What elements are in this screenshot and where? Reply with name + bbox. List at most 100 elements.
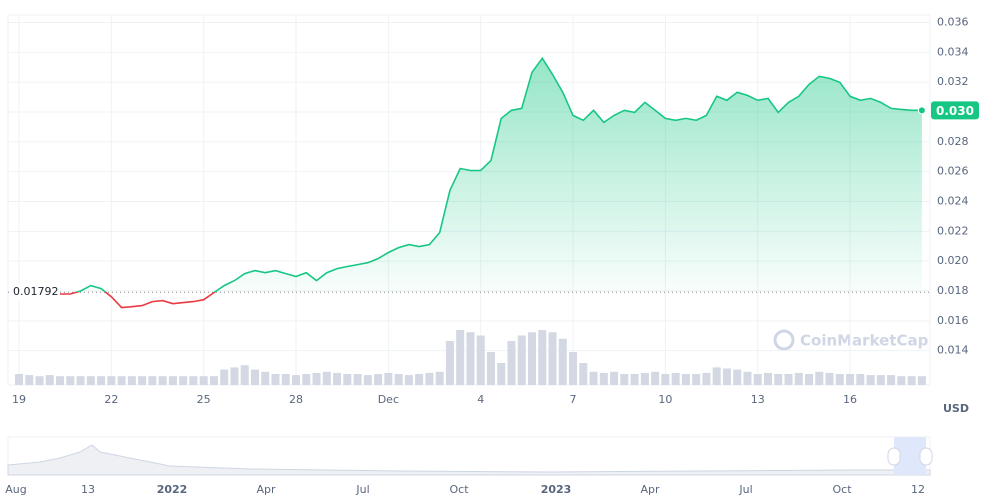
volume-bar <box>507 341 516 385</box>
navigator-label: 13 <box>81 483 95 496</box>
volume-bar <box>445 341 454 385</box>
volume-bar <box>86 376 95 385</box>
navigator-label: Jul <box>738 483 752 496</box>
volume-bar <box>292 375 301 385</box>
volume-bar <box>404 375 413 385</box>
navigator-label: Aug <box>5 483 26 496</box>
volume-bar <box>148 376 157 385</box>
y-tick-label: 0.026 <box>937 165 969 178</box>
volume-bar <box>835 374 844 385</box>
volume-bar <box>866 375 875 385</box>
volume-bar <box>681 374 690 385</box>
volume-bar <box>209 376 218 385</box>
volume-bar <box>753 374 762 385</box>
x-tick-label: Dec <box>378 393 399 406</box>
x-tick-label: 19 <box>12 393 26 406</box>
x-tick-label: 16 <box>843 393 857 406</box>
volume-bar <box>343 374 352 385</box>
volume-bar <box>45 375 54 385</box>
x-tick-label: 7 <box>570 393 577 406</box>
volume-bar <box>333 372 342 385</box>
volume-bar <box>97 376 106 385</box>
x-tick-label: 4 <box>477 393 484 406</box>
volume-bar <box>569 352 578 385</box>
volume-bar <box>794 372 803 385</box>
volume-bar <box>528 332 536 385</box>
volume-bar <box>579 363 588 385</box>
volume-bar <box>876 375 885 385</box>
volume-bar <box>917 376 926 385</box>
volume-bar <box>692 374 701 385</box>
x-tick-label: 10 <box>658 393 672 406</box>
volume-bar <box>250 369 259 385</box>
volume-bar <box>220 369 229 385</box>
y-tick-label: 0.014 <box>937 344 969 357</box>
volume-bar <box>230 367 239 385</box>
volume-bar <box>784 374 793 385</box>
volume-bar <box>630 374 639 385</box>
volume-bar <box>107 376 116 385</box>
volume-bar <box>435 371 444 385</box>
volume-bar <box>733 369 742 385</box>
volume-bar <box>117 376 126 385</box>
y-tick-label: 0.020 <box>937 254 969 267</box>
y-tick-label: 0.032 <box>937 75 969 88</box>
volume-bar <box>168 376 177 385</box>
volume-bar <box>599 372 608 385</box>
y-unit: USD <box>943 402 969 415</box>
volume-bar <box>805 374 814 385</box>
y-tick-label: 0.022 <box>937 224 969 237</box>
watermark-text: CoinMarketCap <box>800 332 929 350</box>
volume-bar <box>15 374 23 385</box>
volume-bar <box>538 330 547 385</box>
volume-bar <box>589 371 598 385</box>
volume-bar <box>353 374 362 385</box>
volume-bar <box>374 374 383 385</box>
volume-bar <box>517 335 526 385</box>
volume-bar <box>158 376 167 385</box>
volume-bar <box>466 332 475 385</box>
volume-bar <box>25 375 34 385</box>
volume-bar <box>261 371 270 385</box>
y-tick-label: 0.016 <box>937 314 969 327</box>
navigator-handle[interactable] <box>919 447 933 466</box>
volume-bar <box>846 374 855 385</box>
volume-bar <box>640 372 649 385</box>
navigator-label: 2022 <box>157 483 188 496</box>
price-badge <box>931 101 979 120</box>
volume-bar <box>907 376 916 385</box>
volume-bar <box>384 372 393 385</box>
volume-bar <box>825 372 834 385</box>
volume-bar <box>35 376 44 385</box>
x-tick-label: 22 <box>104 393 118 406</box>
navigator-area <box>7 444 931 476</box>
volume-bar <box>271 374 280 385</box>
volume-bar <box>897 376 906 385</box>
volume-bar <box>558 338 567 385</box>
volume-bar <box>281 374 290 385</box>
volume-bar <box>856 374 865 385</box>
y-tick-label: 0.018 <box>937 284 969 297</box>
x-tick-label: 28 <box>289 393 303 406</box>
volume-bar <box>610 371 619 385</box>
volume-bar <box>651 371 660 385</box>
current-point <box>917 106 926 115</box>
watermark: CoinMarketCap <box>773 329 929 351</box>
volume-bar <box>56 376 65 385</box>
volume-bar <box>702 372 711 385</box>
price-line <box>60 56 922 309</box>
volume-bar <box>476 335 485 385</box>
navigator-label: Apr <box>640 483 660 496</box>
volume-bar <box>189 376 198 385</box>
y-tick-label: 0.036 <box>937 15 969 28</box>
price-badge-label: 0.030 <box>936 104 974 118</box>
volume-bar <box>312 372 321 385</box>
volume-bar <box>66 376 75 385</box>
volume-bar <box>548 332 557 385</box>
baseline-label-bg <box>9 283 57 302</box>
x-tick-label: 25 <box>197 393 211 406</box>
navigator-handle[interactable] <box>887 447 901 466</box>
volume-bar <box>763 372 772 385</box>
volume-bar <box>415 374 424 385</box>
